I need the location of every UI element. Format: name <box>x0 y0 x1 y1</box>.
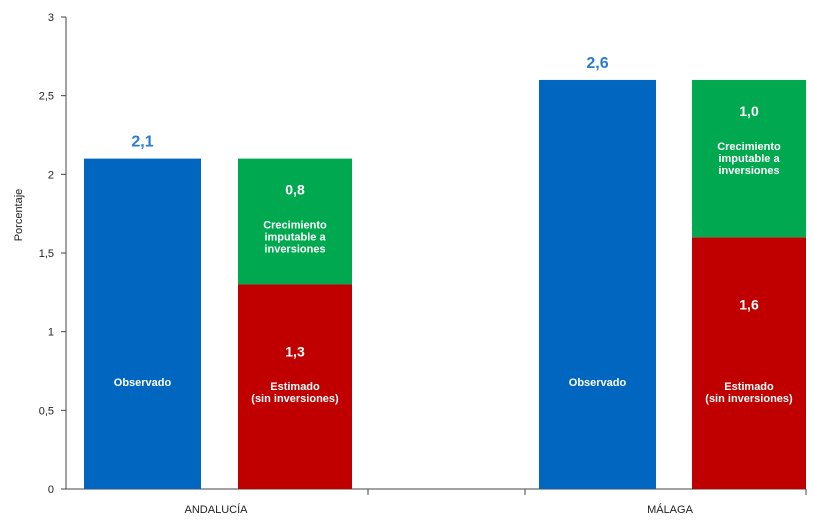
bar-observed-label: Observado <box>569 377 627 389</box>
y-tick-label: 1,5 <box>39 248 54 260</box>
bar-investment-value-label: 0,8 <box>285 182 305 198</box>
y-axis-ticks: 0 0,5 1 1,5 2 2,5 3 <box>39 12 66 496</box>
bar-investment-text-line: imputable a <box>718 153 780 165</box>
x-axis-categories: ANDALUCÍA MÁLAGA <box>185 489 807 516</box>
x-category-label: MÁLAGA <box>647 503 694 516</box>
bar-investment-text-line: Crecimiento <box>717 141 781 153</box>
bar-investment <box>692 79 806 238</box>
bar-investment-text-line: Crecimiento <box>263 220 327 232</box>
bar-observed-value-label: 2,6 <box>586 55 608 72</box>
bar-estimated-value-label: 1,3 <box>285 343 305 359</box>
bar-investment-text-line: inversiones <box>264 244 325 256</box>
bar-estimated <box>692 237 806 489</box>
y-tick-label: 0,5 <box>39 405 54 417</box>
bar-investment-value-label: 1,0 <box>739 103 759 119</box>
bar-investment-text-line: inversiones <box>718 165 779 177</box>
bar-observed-label: Observado <box>114 377 172 389</box>
bar-estimated <box>238 284 352 489</box>
bar-estimated-text-line: (sin inversiones) <box>251 393 339 405</box>
y-tick-label: 0 <box>48 484 54 496</box>
bar-investment <box>238 158 352 285</box>
bar-estimated-value-label: 1,6 <box>739 296 759 312</box>
y-tick-label: 2,5 <box>39 91 54 103</box>
bar-observed-value-label: 2,1 <box>131 134 153 151</box>
x-category-label: ANDALUCÍA <box>185 503 249 516</box>
bar-estimated-text-line: (sin inversiones) <box>705 393 793 405</box>
bar-estimated-text-line: Estimado <box>724 381 774 393</box>
bar-observed <box>539 79 656 489</box>
y-tick-label: 1 <box>48 327 54 339</box>
y-tick-label: 3 <box>48 12 54 24</box>
bar-investment-text-line: imputable a <box>264 232 326 244</box>
y-axis-label: Porcentaje <box>13 189 25 242</box>
bar-observed <box>84 158 201 489</box>
y-tick-label: 2 <box>48 169 54 181</box>
bar-estimated-text-line: Estimado <box>270 381 320 393</box>
